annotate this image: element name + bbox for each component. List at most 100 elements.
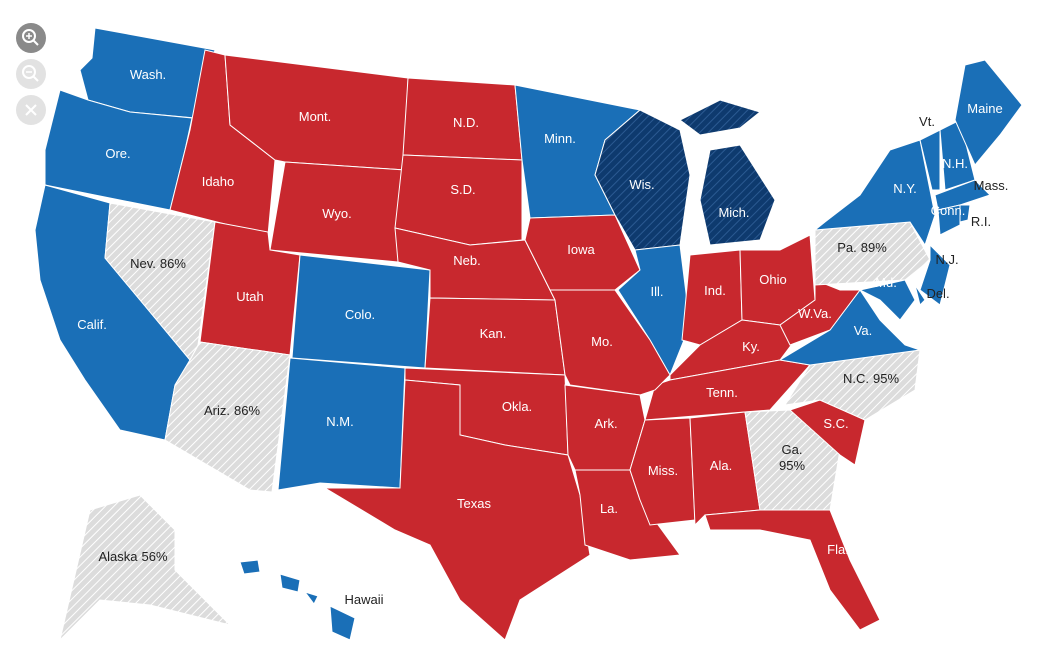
state-label: Conn. [931, 203, 966, 218]
state-name: N.J. [935, 252, 958, 267]
state-label: Colo. [345, 307, 375, 322]
state-label: N.H. [942, 156, 968, 171]
state-name: Okla. [502, 399, 532, 414]
state-label: S.D. [450, 182, 475, 197]
state-label: Kan. [480, 326, 507, 341]
state-label: Ky. [742, 339, 760, 354]
state-label: Tenn. [706, 385, 738, 400]
state-shape [704, 509, 881, 631]
state-label: Wyo. [322, 206, 352, 221]
state-label: Neb. [453, 253, 480, 268]
state-name: Va. [854, 323, 873, 338]
reset-button[interactable] [16, 95, 46, 125]
state-name: Utah [236, 289, 263, 304]
state-label: Wash. [130, 67, 166, 82]
state-name: Mo. [591, 334, 613, 349]
state-name: Texas [457, 496, 491, 511]
state-shape [914, 284, 926, 306]
state-name: Ind. [704, 283, 726, 298]
state-name: Pa. [837, 240, 857, 255]
state-shape [239, 559, 261, 575]
state-name: Calif. [77, 317, 107, 332]
state-name: N.Y. [893, 181, 917, 196]
state-label: Va. [854, 323, 873, 338]
state-name: Mich. [718, 205, 749, 220]
reporting-pct: 95% [779, 458, 805, 473]
state-shape [279, 573, 301, 593]
state-label: Ala. [710, 458, 732, 473]
state-shape [329, 605, 356, 641]
state-name: Kan. [480, 326, 507, 341]
state-name: N.C. [843, 371, 869, 386]
state-shape [813, 139, 936, 247]
state-shape [303, 591, 319, 605]
state-shape [937, 204, 961, 236]
state-name: Ala. [710, 458, 732, 473]
state-label: Ohio [759, 272, 786, 287]
state-name: S.C. [823, 416, 848, 431]
state-name: Tenn. [706, 385, 738, 400]
state-name: Ill. [651, 284, 664, 299]
state-name: N.H. [942, 156, 968, 171]
zoom-in-button[interactable] [16, 23, 46, 53]
state-name: Fla. [827, 542, 849, 557]
state-name: N.M. [326, 414, 353, 429]
state-name: Ga. [782, 442, 803, 457]
state-name: N.D. [453, 115, 479, 130]
state-label: Hawaii [344, 592, 383, 607]
state-name: Maine [967, 101, 1002, 116]
state-label: Md. [875, 275, 897, 290]
state-label: Nev. 86% [130, 256, 186, 271]
state-name: Wis. [629, 177, 654, 192]
state-shape [594, 109, 691, 251]
reporting-pct: 89% [861, 240, 887, 255]
state-shape [323, 379, 591, 641]
state-name: Wyo. [322, 206, 352, 221]
state-shape [277, 357, 406, 491]
state-name: Mont. [299, 109, 332, 124]
state-name: Del. [926, 286, 949, 301]
state-name: Ky. [742, 339, 760, 354]
state-label: N.D. [453, 115, 479, 130]
state-name: R.I. [971, 214, 991, 229]
state-label: Mass. [974, 178, 1009, 193]
state-name: Wash. [130, 67, 166, 82]
state-label: S.C. [823, 416, 848, 431]
state-label: Alaska 56% [98, 549, 167, 564]
state-label: Idaho [202, 174, 235, 189]
state-shape [744, 409, 841, 511]
state-shape [549, 289, 671, 396]
state-name: Ohio [759, 272, 786, 287]
state-label: N.M. [326, 414, 353, 429]
state-label: Ariz. 86% [204, 403, 260, 418]
state-name: Idaho [202, 174, 235, 189]
state-name: Hawaii [344, 592, 383, 607]
state-name: Md. [875, 275, 897, 290]
state-shape [779, 279, 861, 346]
state-label: Fla. [827, 542, 849, 557]
state-shape [959, 204, 971, 223]
state-label: Ga. 95% [779, 442, 805, 473]
state-label: N.C. 95% [843, 371, 899, 386]
state-label: Ill. [651, 284, 664, 299]
state-name: La. [600, 501, 618, 516]
state-label: Mont. [299, 109, 332, 124]
state-label: Ind. [704, 283, 726, 298]
reporting-pct: 86% [160, 256, 186, 271]
state-shape [789, 399, 866, 466]
state-name: S.D. [450, 182, 475, 197]
reporting-pct: 56% [142, 549, 168, 564]
state-label: Mich. [718, 205, 749, 220]
state-shape [394, 154, 523, 246]
state-label: Vt. [919, 114, 935, 129]
state-label: Wis. [629, 177, 654, 192]
state-name: Ore. [105, 146, 130, 161]
state-shape [679, 99, 762, 136]
state-label: R.I. [971, 214, 991, 229]
state-name: Alaska [98, 549, 138, 564]
zoom-out-button[interactable] [16, 59, 46, 89]
state-label: N.J. [935, 252, 958, 267]
state-label: W.Va. [798, 306, 832, 321]
state-label: Calif. [77, 317, 107, 332]
